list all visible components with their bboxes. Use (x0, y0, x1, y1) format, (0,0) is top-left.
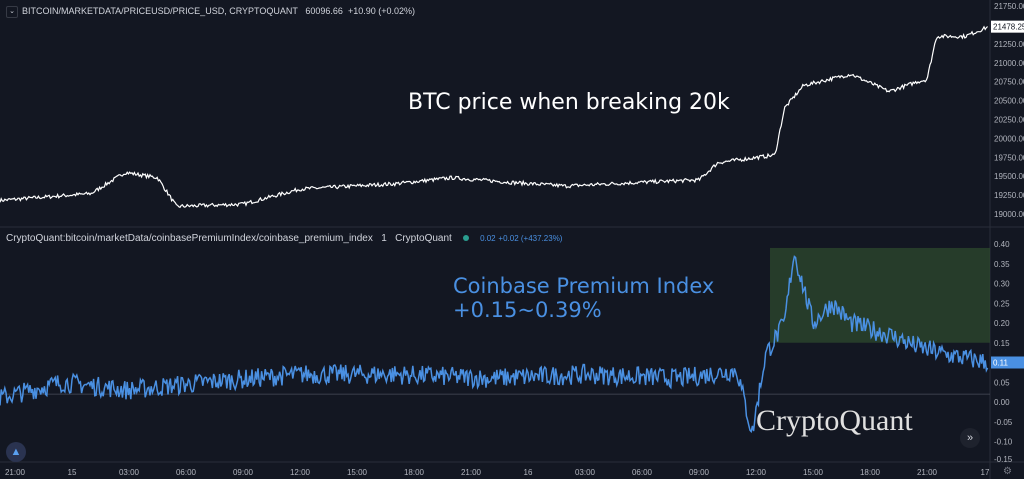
logo-icon[interactable]: ▲ (6, 442, 26, 462)
y-tick-label: -0.15 (994, 455, 1013, 464)
x-tick-label: 09:00 (689, 468, 710, 477)
y-tick-label: 19250.00 (994, 191, 1024, 200)
x-tick-label: 21:00 (461, 468, 482, 477)
y-tick-label: 20000.00 (994, 134, 1024, 143)
y-tick-label: -0.05 (994, 418, 1013, 427)
scroll-right-button[interactable]: » (960, 428, 980, 448)
y-tick-label: 19750.00 (994, 153, 1024, 162)
settings-gear-icon[interactable]: ⚙ (1003, 466, 1012, 477)
last-value-label: 0.11 (993, 359, 1009, 368)
y-tick-label: 0.30 (994, 280, 1010, 289)
x-tick-label: 17 (981, 468, 990, 477)
y-tick-label: 19000.00 (994, 210, 1024, 219)
price-symbol: BITCOIN/MARKETDATA/PRICEUSD/PRICE_USD, C… (22, 6, 298, 16)
price-change: +10.90 (+0.02%) (347, 6, 416, 16)
last-value-badge (991, 356, 1024, 369)
x-tick-label: 09:00 (233, 468, 254, 477)
premium-source: CryptoQuant (395, 233, 452, 244)
last-value-badge (991, 20, 1024, 33)
price-series-line (0, 25, 988, 209)
y-tick-label: 19500.00 (994, 172, 1024, 181)
x-tick-label: 18:00 (404, 468, 425, 477)
x-tick-label: 03:00 (575, 468, 596, 477)
y-tick-label: 0.35 (994, 260, 1010, 269)
price-value: 60096.66 (305, 6, 343, 16)
premium-interval: 1 (381, 233, 387, 244)
y-tick-label: 20500.00 (994, 97, 1024, 106)
x-tick-label: 21:00 (917, 468, 938, 477)
y-tick-label: 21250.00 (994, 40, 1024, 49)
x-tick-label: 15:00 (347, 468, 368, 477)
y-tick-label: 0.05 (994, 378, 1010, 387)
y-tick-label: 20250.00 (994, 116, 1024, 125)
price-annotation: BTC price when breaking 20k (408, 90, 730, 115)
x-tick-label: 15:00 (803, 468, 824, 477)
premium-value: 0.02 (480, 234, 496, 243)
y-tick-label: 0.40 (994, 240, 1010, 249)
premium-change: +0.02 (+437.23%) (498, 234, 563, 243)
y-tick-label: 0.20 (994, 319, 1010, 328)
x-tick-label: 15 (68, 468, 77, 477)
y-tick-label: 0.00 (994, 398, 1010, 407)
premium-symbol: CryptoQuant:bitcoin/marketData/coinbaseP… (6, 233, 373, 244)
premium-annotation: Coinbase Premium Index +0.15~0.39% (453, 274, 714, 322)
x-tick-label: 16 (524, 468, 533, 477)
last-value-label: 21478.25 (993, 23, 1024, 32)
y-tick-label: -0.10 (994, 438, 1013, 447)
cryptoquant-watermark: CryptoQuant (756, 404, 913, 437)
x-tick-label: 03:00 (119, 468, 140, 477)
y-tick-label: 21750.00 (994, 2, 1024, 11)
y-tick-label: 0.25 (994, 299, 1010, 308)
x-tick-label: 06:00 (176, 468, 197, 477)
y-tick-label: 0.15 (994, 339, 1010, 348)
premium-annotation-title: Coinbase Premium Index (453, 274, 715, 298)
status-dot-icon (462, 235, 469, 241)
premium-annotation-range: +0.15~0.39% (453, 298, 602, 322)
y-tick-label: 21000.00 (994, 59, 1024, 68)
y-tick-label: 20750.00 (994, 78, 1024, 87)
highlight-box (770, 247, 990, 343)
x-tick-label: 18:00 (860, 468, 881, 477)
collapse-chevron-icon[interactable]: ⌄ (6, 6, 18, 18)
x-tick-label: 21:00 (5, 468, 26, 477)
premium-series-line (0, 255, 989, 434)
x-tick-label: 12:00 (290, 468, 311, 477)
x-tick-label: 06:00 (632, 468, 653, 477)
x-tick-label: 12:00 (746, 468, 767, 477)
